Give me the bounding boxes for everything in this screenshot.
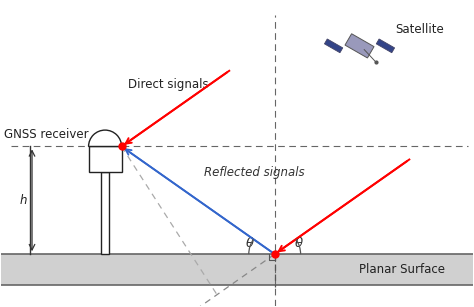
Wedge shape [89, 130, 121, 146]
Text: h: h [20, 194, 27, 207]
Polygon shape [324, 39, 343, 53]
Text: Satellite: Satellite [395, 23, 444, 36]
Bar [89, 146, 121, 172]
Polygon shape [376, 39, 394, 53]
Polygon shape [345, 34, 374, 58]
Text: Direct signals: Direct signals [128, 78, 209, 91]
Bar [1, 254, 473, 285]
Text: Planar Surface: Planar Surface [359, 263, 445, 276]
Text: GNSS receiver: GNSS receiver [4, 128, 88, 141]
Bar [101, 172, 109, 254]
Text: θ: θ [246, 237, 254, 250]
Text: Reflected signals: Reflected signals [204, 166, 305, 179]
Text: θ: θ [295, 237, 303, 250]
